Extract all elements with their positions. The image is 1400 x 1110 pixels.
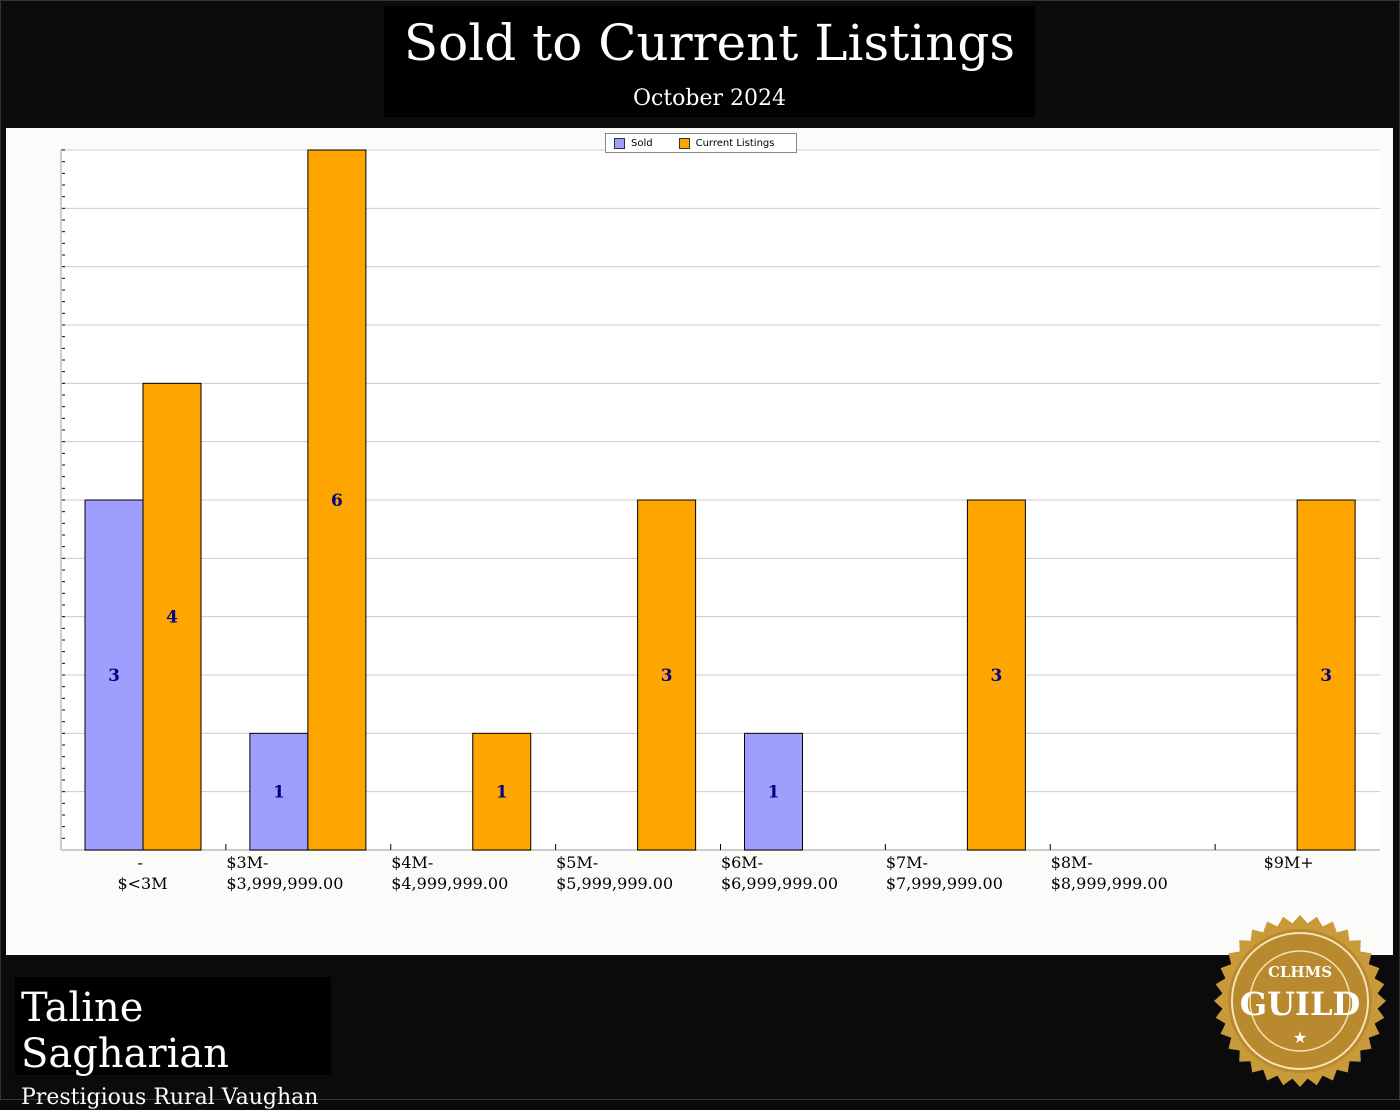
- data-label: 1: [273, 783, 285, 803]
- x-tick-label: $4,999,999.00: [391, 874, 508, 893]
- data-label: 1: [768, 783, 780, 803]
- x-tick-label: $5M-: [556, 853, 598, 872]
- agent-box: Taline Sagharian Prestigious Rural Vaugh…: [15, 977, 331, 1110]
- x-tick-label: -: [137, 853, 142, 872]
- title-box: Sold to Current Listings October 2024: [384, 6, 1035, 117]
- x-tick-label: $<3M: [117, 874, 167, 893]
- x-tick-label: $7,999,999.00: [886, 874, 1003, 893]
- x-tick-label: $6M-: [721, 853, 763, 872]
- bar-current: [307, 149, 367, 851]
- data-label: 1: [496, 783, 508, 803]
- x-tick-label: $6,999,999.00: [721, 874, 838, 893]
- legend: Sold Current Listings: [605, 133, 797, 153]
- x-tick-label: $4M-: [391, 853, 433, 872]
- x-tick-label: $5,999,999.00: [556, 874, 673, 893]
- x-tick-label: $3,999,999.00: [226, 874, 343, 893]
- legend-swatch-current: [678, 137, 690, 149]
- bar-current: [1296, 499, 1356, 851]
- agent-office: Prestigious Rural Vaughan: [21, 1085, 319, 1110]
- data-label: 3: [108, 666, 120, 686]
- x-tick-label: $9M+: [1264, 853, 1314, 872]
- legend-label-sold: Sold: [631, 137, 653, 149]
- legend-label-current: Current Listings: [695, 137, 775, 149]
- chart-subtitle: October 2024: [632, 86, 787, 111]
- bar-current: [966, 499, 1026, 851]
- chart-title: Sold to Current Listings: [403, 14, 1016, 72]
- data-label: 3: [990, 666, 1002, 686]
- bar-current: [472, 732, 532, 851]
- svg-text:GUILD: GUILD: [1240, 985, 1360, 1023]
- svg-text:★: ★: [1293, 1028, 1307, 1047]
- bar-current: [142, 382, 202, 851]
- clhms-guild-seal-logo: CLHMS GUILD ★: [1214, 915, 1386, 1087]
- x-tick-label: $8M-: [1051, 853, 1093, 872]
- legend-swatch-sold: [614, 137, 625, 149]
- bar-current: [637, 499, 697, 851]
- agent-name: Taline Sagharian: [21, 985, 229, 1077]
- data-label: 6: [331, 491, 343, 511]
- x-tick-label: $3M-: [226, 853, 268, 872]
- x-tick-label: $7M-: [886, 853, 928, 872]
- x-tick-label: $8,999,999.00: [1051, 874, 1168, 893]
- bar-sold: [744, 732, 803, 851]
- data-label: 4: [166, 608, 178, 628]
- data-label: 3: [661, 666, 673, 686]
- data-label: 3: [1320, 666, 1332, 686]
- svg-text:CLHMS: CLHMS: [1268, 963, 1332, 981]
